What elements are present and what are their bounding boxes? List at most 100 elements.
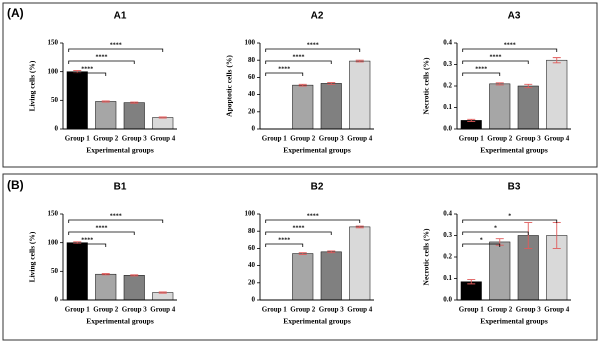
x-tick-label: Group 3 — [122, 135, 147, 143]
significance-label: **** — [504, 42, 516, 48]
y-tick-label: 100 — [48, 238, 59, 246]
bar — [95, 273, 117, 301]
significance-bracket — [462, 231, 529, 235]
significance-bracket — [462, 72, 501, 76]
error-bar — [298, 252, 307, 255]
x-tick-label: Group 2 — [487, 306, 512, 314]
y-tick-label: 0 — [252, 296, 256, 304]
bar — [152, 292, 174, 301]
x-tick-label: Group 2 — [487, 135, 512, 143]
chart-title: B1 — [114, 182, 127, 193]
significance-bracket — [265, 72, 304, 76]
y-tick-label: 0.1 — [443, 274, 452, 282]
x-tick-label: Group 2 — [93, 306, 118, 314]
x-tick-label: Group 2 — [290, 135, 315, 143]
significance-bracket — [68, 243, 107, 247]
bar — [123, 102, 145, 130]
bar — [517, 85, 539, 130]
x-tick-label: Group 4 — [150, 306, 175, 314]
bar — [349, 60, 371, 130]
panel-label: (B) — [7, 178, 24, 192]
y-tick-label: 0.2 — [443, 82, 452, 90]
panel-frame — [2, 173, 598, 341]
significance-bracket — [265, 243, 304, 247]
panel-frame — [2, 2, 598, 168]
significance-label: **** — [81, 66, 93, 72]
y-tick-label: 20 — [248, 278, 256, 286]
error-bar — [552, 57, 561, 64]
significance-bracket — [265, 219, 361, 223]
chart-title: B3 — [508, 182, 521, 193]
significance-label: **** — [307, 213, 319, 219]
error-bar — [73, 241, 82, 244]
x-tick-label: Group 3 — [319, 306, 344, 314]
significance-bracket — [462, 60, 529, 64]
bar — [152, 117, 174, 130]
significance-label: **** — [292, 225, 304, 231]
bar — [546, 59, 568, 130]
bar — [320, 83, 342, 130]
x-tick-label: Group 2 — [93, 135, 118, 143]
y-axis-label: Necrotic cells (%) — [422, 57, 431, 114]
y-tick-label: 0.3 — [443, 60, 452, 68]
bar — [460, 281, 482, 301]
significance-label: **** — [292, 54, 304, 60]
y-tick-label: 50 — [51, 267, 59, 275]
error-bar — [158, 291, 167, 294]
significance-label: **** — [110, 213, 122, 219]
y-tick-label: 100 — [245, 39, 256, 47]
significance-bracket — [462, 219, 558, 223]
significance-bracket — [68, 231, 135, 235]
bar — [66, 71, 88, 130]
significance-bracket — [68, 219, 164, 223]
significance-label: **** — [489, 54, 501, 60]
panel-label: (A) — [7, 6, 24, 20]
y-tick-label: 80 — [248, 56, 256, 64]
error-bar — [524, 222, 533, 249]
bar — [66, 242, 88, 301]
y-tick-label: 0.4 — [443, 210, 452, 218]
significance-bracket — [265, 60, 332, 64]
y-tick-label: 0.1 — [443, 103, 452, 111]
error-bar — [355, 59, 364, 63]
bar — [349, 226, 371, 301]
y-tick-label: 150 — [48, 39, 59, 47]
chart-title: B2 — [311, 182, 324, 193]
error-bar — [524, 83, 533, 89]
x-tick-label: Group 2 — [290, 306, 315, 314]
y-axis-label: Living cells (%) — [28, 231, 37, 282]
error-bar — [327, 250, 336, 254]
x-axis-label: Experimental groups — [86, 146, 154, 155]
x-axis-label: Experimental groups — [283, 317, 351, 326]
y-axis-label: Apoptotic cells (%) — [225, 55, 234, 117]
significance-label: **** — [475, 66, 487, 72]
x-axis-label: Experimental groups — [86, 317, 154, 326]
y-tick-label: 0.0 — [443, 125, 452, 133]
significance-bracket — [68, 60, 135, 64]
y-tick-label: 0 — [55, 125, 59, 133]
chart-title: A3 — [508, 11, 521, 22]
bar — [489, 83, 511, 130]
x-tick-label: Group 4 — [347, 306, 372, 314]
x-tick-label: Group 1 — [459, 306, 484, 314]
error-bar — [101, 273, 110, 276]
bar — [320, 251, 342, 301]
y-tick-label: 20 — [248, 107, 256, 115]
x-tick-label: Group 3 — [122, 306, 147, 314]
x-tick-label: Group 3 — [516, 135, 541, 143]
error-bar — [101, 100, 110, 103]
error-bar — [298, 83, 307, 87]
y-tick-label: 60 — [248, 73, 256, 81]
significance-label: **** — [95, 54, 107, 60]
x-axis-label: Experimental groups — [283, 146, 351, 155]
y-tick-label: 0.2 — [443, 253, 452, 261]
significance-bracket — [68, 72, 107, 76]
y-tick-label: 0.0 — [443, 296, 452, 304]
error-bar — [130, 274, 139, 277]
x-tick-label: Group 3 — [319, 135, 344, 143]
error-bar — [467, 118, 476, 122]
error-bar — [467, 279, 476, 285]
x-tick-label: Group 4 — [544, 135, 569, 143]
x-tick-label: Group 1 — [65, 306, 90, 314]
significance-label: **** — [81, 237, 93, 243]
